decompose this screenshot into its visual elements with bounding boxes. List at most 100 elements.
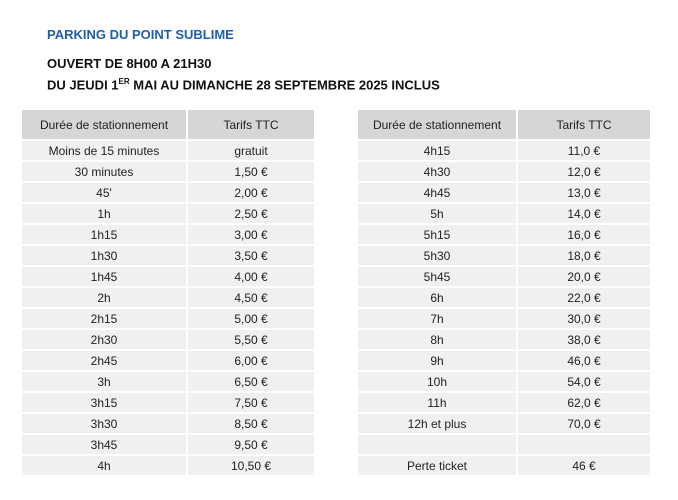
column-header: Durée de stationnement (358, 110, 516, 139)
duration-cell: 3h (22, 372, 186, 391)
column-header: Tarifs TTC (516, 110, 650, 139)
duration-cell: 12h et plus (358, 414, 516, 433)
duration-cell: 3h30 (22, 414, 186, 433)
duration-cell: 2h (22, 288, 186, 307)
table-row: 3h30 8,50 € (22, 414, 314, 433)
table-row: 5h15 16,0 € (358, 225, 650, 244)
price-cell: 3,00 € (186, 225, 314, 244)
duration-cell: 1h30 (22, 246, 186, 265)
duration-cell: 3h45 (22, 435, 186, 454)
table-row: 8h 38,0 € (358, 330, 650, 349)
duration-cell: 7h (358, 309, 516, 328)
duration-cell: 2h30 (22, 330, 186, 349)
duration-cell: 30 minutes (22, 162, 186, 181)
price-cell: 12,0 € (516, 162, 650, 181)
duration-cell: 45' (22, 183, 186, 202)
duration-cell: 6h (358, 288, 516, 307)
column-header: Durée de stationnement (22, 110, 186, 139)
opening-period: DU JEUDI 1ER MAI AU DIMANCHE 28 SEPTEMBR… (47, 77, 440, 92)
table-row: 2h15 5,00 € (22, 309, 314, 328)
table-row: 6h 22,0 € (358, 288, 650, 307)
table-row: 1h45 4,00 € (22, 267, 314, 286)
price-cell: 10,50 € (186, 456, 314, 475)
price-cell: 18,0 € (516, 246, 650, 265)
header-row: Durée de stationnement Tarifs TTC (22, 110, 314, 139)
price-cell: 38,0 € (516, 330, 650, 349)
price-cell: 6,50 € (186, 372, 314, 391)
page-title: PARKING DU POINT SUBLIME (47, 27, 234, 42)
table-row: Perte ticket 46 € (358, 456, 650, 475)
duration-cell: 4h (22, 456, 186, 475)
table-row: 5h 14,0 € (358, 204, 650, 223)
price-cell: 30,0 € (516, 309, 650, 328)
tariff-table: Durée de stationnement Tarifs TTC Moins de… (22, 108, 314, 477)
header-row: Durée de stationnement Tarifs TTC (358, 110, 650, 139)
table-row: 11h 62,0 € (358, 393, 650, 412)
opening-hours: OUVERT DE 8H00 A 21H30 (47, 56, 212, 71)
table-row: 3h 6,50 € (22, 372, 314, 391)
price-cell: 54,0 € (516, 372, 650, 391)
table-row: 3h45 9,50 € (22, 435, 314, 454)
tariff-table: Durée de stationnement Tarifs TTC 4h15 11,0… (358, 108, 650, 477)
duration-cell: 10h (358, 372, 516, 391)
table-row (358, 435, 650, 454)
price-cell: gratuit (186, 141, 314, 160)
duration-cell: 1h15 (22, 225, 186, 244)
duration-cell: 5h (358, 204, 516, 223)
price-cell: 2,50 € (186, 204, 314, 223)
duration-cell: 4h15 (358, 141, 516, 160)
period-text: MAI AU DIMANCHE 28 SEPTEMBRE 2025 INCLUS (129, 77, 440, 93)
duration-cell: Moins de 15 minutes (22, 141, 186, 160)
duration-cell: 8h (358, 330, 516, 349)
price-cell: 70,0 € (516, 414, 650, 433)
price-cell: 3,50 € (186, 246, 314, 265)
price-cell: 6,00 € (186, 351, 314, 370)
table-row: 12h et plus 70,0 € (358, 414, 650, 433)
table-row: 30 minutes 1,50 € (22, 162, 314, 181)
price-cell: 8,50 € (186, 414, 314, 433)
table-row: 2h30 5,50 € (22, 330, 314, 349)
price-cell: 16,0 € (516, 225, 650, 244)
table-row: Moins de 15 minutes gratuit (22, 141, 314, 160)
price-cell: 2,00 € (186, 183, 314, 202)
period-text: DU JEUDI 1 (47, 77, 119, 93)
table-row: 4h45 13,0 € (358, 183, 650, 202)
table-row: 45' 2,00 € (22, 183, 314, 202)
table-row: 5h30 18,0 € (358, 246, 650, 265)
table-row: 4h 10,50 € (22, 456, 314, 475)
price-cell: 4,00 € (186, 267, 314, 286)
price-cell: 46 € (516, 456, 650, 475)
price-cell: 20,0 € (516, 267, 650, 286)
table-row: 9h 46,0 € (358, 351, 650, 370)
price-cell: 5,50 € (186, 330, 314, 349)
table-row: 4h30 12,0 € (358, 162, 650, 181)
price-cell: 62,0 € (516, 393, 650, 412)
table-row: 7h 30,0 € (358, 309, 650, 328)
price-cell: 22,0 € (516, 288, 650, 307)
price-cell: 11,0 € (516, 141, 650, 160)
duration-cell: 5h15 (358, 225, 516, 244)
price-cell: 13,0 € (516, 183, 650, 202)
duration-cell: 4h30 (358, 162, 516, 181)
duration-cell: 5h45 (358, 267, 516, 286)
table-row: 1h15 3,00 € (22, 225, 314, 244)
table-row: 2h45 6,00 € (22, 351, 314, 370)
price-cell: 9,50 € (186, 435, 314, 454)
duration-cell: 3h15 (22, 393, 186, 412)
column-header: Tarifs TTC (186, 110, 314, 139)
price-cell: 5,00 € (186, 309, 314, 328)
period-superscript: ER (118, 77, 130, 86)
duration-cell: 2h45 (22, 351, 186, 370)
table-row: 2h 4,50 € (22, 288, 314, 307)
duration-cell: 1h45 (22, 267, 186, 286)
duration-cell (358, 435, 516, 454)
price-cell (516, 435, 650, 454)
table-row: 5h45 20,0 € (358, 267, 650, 286)
duration-cell: 5h30 (358, 246, 516, 265)
duration-cell: 2h15 (22, 309, 186, 328)
duration-cell: 9h (358, 351, 516, 370)
price-cell: 1,50 € (186, 162, 314, 181)
table-row: 1h30 3,50 € (22, 246, 314, 265)
duration-cell: 1h (22, 204, 186, 223)
